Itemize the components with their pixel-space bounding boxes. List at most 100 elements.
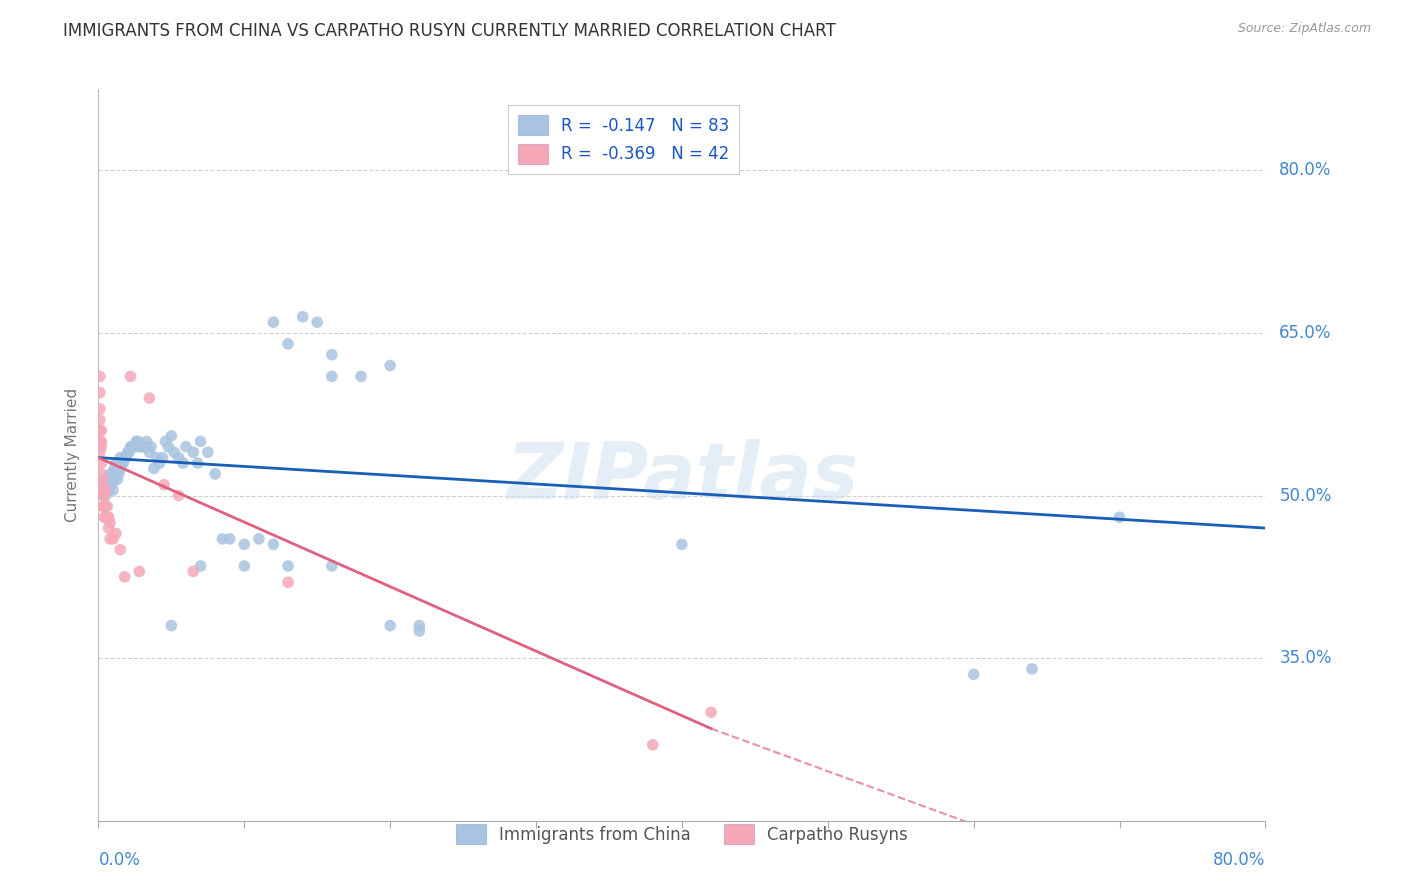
Point (127, 434, 149, 449)
Point (174, 440, 197, 454)
Point (700, 706, 723, 720)
Point (962, 667, 984, 681)
Point (110, 461, 132, 475)
Point (108, 467, 131, 481)
Point (94, 477, 117, 491)
Text: 80.0%: 80.0% (1213, 851, 1265, 869)
Point (97, 472, 120, 486)
Point (93, 483, 115, 497)
Point (98, 477, 121, 491)
Point (90, 440, 112, 454)
Point (138, 391, 160, 405)
Point (90, 434, 112, 449)
Point (211, 532, 233, 546)
Point (120, 369, 142, 384)
Point (671, 537, 693, 551)
Point (149, 456, 172, 470)
Point (93, 489, 115, 503)
Point (94, 510, 117, 524)
Point (105, 461, 128, 475)
Text: 0.0%: 0.0% (98, 851, 141, 869)
Point (105, 472, 128, 486)
Point (101, 532, 124, 546)
Text: 65.0%: 65.0% (1279, 324, 1331, 342)
Point (89, 445, 111, 459)
Point (350, 369, 373, 384)
Point (277, 336, 299, 351)
Text: 50.0%: 50.0% (1279, 486, 1331, 505)
Point (96, 510, 118, 524)
Point (100, 472, 122, 486)
Point (120, 440, 142, 454)
Text: ZIPatlas: ZIPatlas (506, 439, 858, 515)
Point (104, 526, 127, 541)
Point (124, 440, 146, 454)
Point (98, 516, 121, 530)
Point (128, 565, 150, 579)
Point (277, 559, 299, 574)
Point (91, 500, 114, 514)
Point (101, 467, 124, 481)
Point (262, 537, 284, 551)
Text: Source: ZipAtlas.com: Source: ZipAtlas.com (1237, 22, 1371, 36)
Point (108, 456, 131, 470)
Text: IMMIGRANTS FROM CHINA VS CARPATHO RUSYN CURRENTLY MARRIED CORRELATION CHART: IMMIGRANTS FROM CHINA VS CARPATHO RUSYN … (63, 22, 837, 40)
Point (218, 532, 240, 546)
Point (115, 450, 138, 465)
Y-axis label: Currently Married: Currently Married (65, 388, 80, 522)
Point (153, 477, 176, 491)
Point (380, 359, 402, 373)
Point (93, 500, 115, 514)
Point (90, 467, 112, 481)
Point (181, 565, 204, 579)
Point (641, 738, 664, 752)
Point (187, 456, 209, 470)
Point (114, 450, 136, 465)
Point (307, 315, 329, 329)
Point (197, 445, 219, 459)
Point (190, 559, 212, 574)
Point (91, 483, 114, 497)
Point (181, 445, 204, 459)
Point (104, 467, 127, 481)
Point (321, 369, 343, 384)
Point (93, 510, 115, 524)
Point (89, 401, 111, 416)
Point (142, 461, 165, 475)
Point (277, 575, 299, 590)
Point (112, 456, 135, 470)
Point (121, 440, 143, 454)
Point (97, 483, 120, 497)
Point (128, 440, 150, 454)
Point (167, 450, 190, 465)
Point (90, 424, 112, 438)
Point (98, 532, 121, 546)
Point (101, 472, 124, 486)
Point (96, 472, 118, 486)
Point (101, 483, 124, 497)
Point (139, 440, 162, 454)
Point (134, 440, 156, 454)
Point (118, 445, 141, 459)
Point (103, 472, 125, 486)
Point (380, 618, 402, 632)
Point (89, 385, 111, 400)
Point (117, 445, 139, 459)
Point (94, 483, 117, 497)
Point (125, 434, 148, 449)
Point (408, 624, 430, 638)
Point (204, 467, 226, 481)
Point (138, 445, 160, 459)
Point (104, 456, 127, 470)
Point (91, 472, 114, 486)
Point (89, 369, 111, 384)
Point (321, 559, 343, 574)
Point (155, 434, 177, 449)
Point (89, 413, 111, 427)
Point (291, 310, 314, 324)
Point (146, 450, 169, 465)
Point (97, 521, 120, 535)
Point (90, 477, 112, 491)
Point (90, 456, 112, 470)
Point (157, 440, 180, 454)
